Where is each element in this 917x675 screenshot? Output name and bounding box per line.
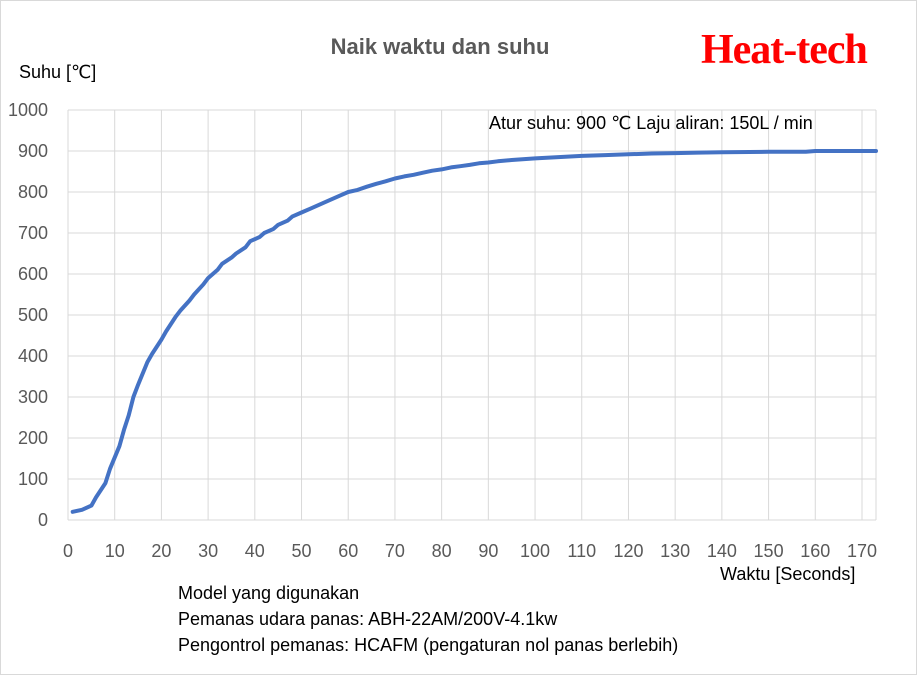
x-tick-label: 90 xyxy=(478,541,498,561)
y-tick-label: 0 xyxy=(38,510,48,530)
note-line: Model yang digunakan xyxy=(178,583,360,603)
x-tick-label: 40 xyxy=(245,541,265,561)
y-tick-label: 500 xyxy=(18,305,48,325)
x-tick-label: 30 xyxy=(198,541,218,561)
note-line: Pemanas udara panas: ABH-22AM/200V-4.1kw xyxy=(178,609,558,629)
grid xyxy=(67,109,877,521)
x-tick-label: 80 xyxy=(432,541,452,561)
setpoint-annotation: Atur suhu: 900 ℃ Laju aliran: 150L / min xyxy=(489,113,813,133)
x-tick-label: 150 xyxy=(754,541,784,561)
note-line: Pengontrol pemanas: HCAFM (pengaturan no… xyxy=(178,635,679,655)
x-tick-label: 60 xyxy=(338,541,358,561)
x-tick-label: 170 xyxy=(847,541,877,561)
y-tick-label: 600 xyxy=(18,264,48,284)
x-axis-label: Waktu [Seconds] xyxy=(720,564,856,584)
y-tick-label: 800 xyxy=(18,182,48,202)
brand-logo: Heat-tech xyxy=(701,27,868,73)
x-tick-label: 20 xyxy=(151,541,171,561)
x-tick-label: 120 xyxy=(613,541,643,561)
x-tick-label: 50 xyxy=(292,541,312,561)
axis-ticks: 0 100 200 300 400 500 600 700 800 900 1000 0 10 20 30 4… xyxy=(8,100,877,561)
y-tick-label: 300 xyxy=(18,387,48,407)
x-tick-label: 130 xyxy=(660,541,690,561)
y-tick-label: 700 xyxy=(18,223,48,243)
x-tick-label: 140 xyxy=(707,541,737,561)
y-tick-label: 100 xyxy=(18,469,48,489)
x-tick-label: 100 xyxy=(520,541,550,561)
chart-title: Naik waktu dan suhu xyxy=(330,34,550,59)
notes-block: Model yang digunakan Pemanas udara panas… xyxy=(178,580,678,658)
y-tick-label: 400 xyxy=(18,346,48,366)
series-line xyxy=(70,149,878,514)
y-tick-label: 200 xyxy=(18,428,48,448)
x-tick-label: 160 xyxy=(800,541,830,561)
y-tick-label: 900 xyxy=(18,141,48,161)
x-tick-label: 70 xyxy=(385,541,405,561)
x-tick-label: 110 xyxy=(567,541,596,561)
series-line-group xyxy=(70,149,878,514)
y-axis-label: Suhu [℃] xyxy=(19,62,97,82)
x-tick-label: 0 xyxy=(63,541,73,561)
x-tick-label: 10 xyxy=(105,541,125,561)
y-tick-label: 1000 xyxy=(8,100,48,120)
